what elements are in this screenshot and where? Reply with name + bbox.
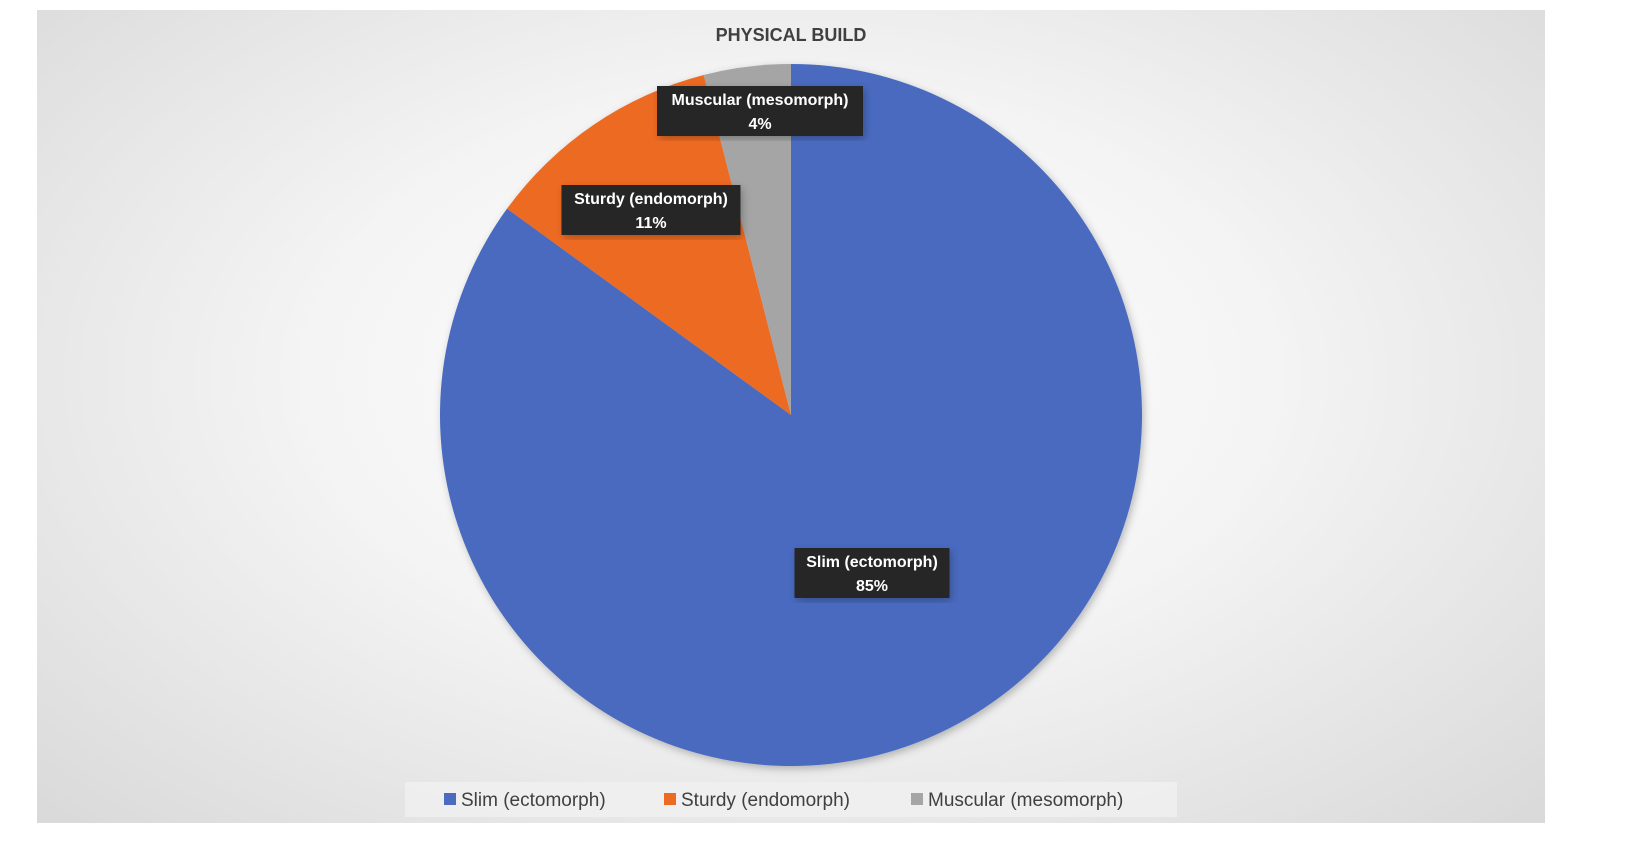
data-label-category: Muscular (mesomorph) bbox=[672, 92, 849, 109]
pie-slice-3 bbox=[703, 64, 791, 415]
legend-swatch bbox=[664, 793, 676, 805]
data-label-value: 4% bbox=[748, 116, 771, 133]
data-label-box bbox=[794, 548, 950, 598]
data-label-category: Sturdy (endomorph) bbox=[574, 191, 728, 208]
pie-slice-2 bbox=[507, 75, 791, 415]
legend-label: Sturdy (endomorph) bbox=[681, 790, 850, 811]
legend-swatch bbox=[911, 793, 923, 805]
data-label-box bbox=[561, 185, 741, 235]
pie-slice-1 bbox=[439, 64, 1142, 766]
legend-label: Muscular (mesomorph) bbox=[928, 790, 1123, 811]
legend-label: Slim (ectomorph) bbox=[461, 790, 606, 811]
data-label-value: 85% bbox=[856, 578, 888, 595]
legend-swatch bbox=[444, 793, 456, 805]
chart-title: PHYSICAL BUILD bbox=[716, 25, 867, 45]
data-label-value: 11% bbox=[635, 215, 666, 232]
data-label-category: Slim (ectomorph) bbox=[806, 554, 938, 571]
legend-box bbox=[405, 782, 1177, 817]
data-label-box bbox=[657, 86, 863, 136]
